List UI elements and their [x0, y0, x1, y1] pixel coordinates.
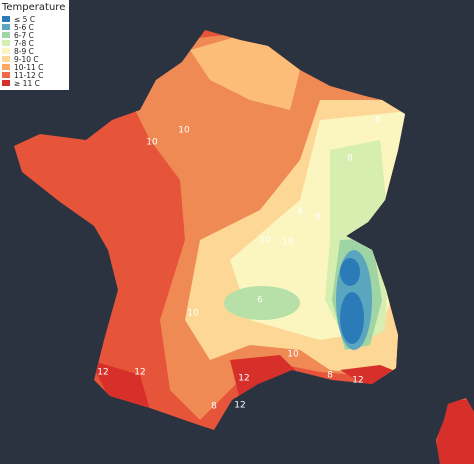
legend-swatch	[2, 48, 10, 54]
contour-label: 8	[347, 154, 353, 164]
contour-label: 10	[187, 309, 199, 319]
legend: Temperature ≤ 5 C 5-6 C 6-7 C 7-8 C 8-9 C 9-1…	[0, 0, 70, 90]
contour-label: 8	[297, 208, 303, 218]
legend-label: 6-7 C	[14, 30, 34, 40]
legend-item: 7-8 C	[2, 38, 65, 48]
legend-item: 6-7 C	[2, 30, 65, 40]
legend-swatch	[2, 32, 10, 38]
legend-label: 7-8 C	[14, 38, 34, 48]
legend-label: 10-11 C	[14, 62, 44, 72]
contour-label: 12	[238, 374, 249, 384]
contour-label: 10	[282, 238, 294, 248]
legend-swatch	[2, 56, 10, 62]
legend-title: Temperature	[2, 2, 66, 13]
legend-label: 5-6 C	[14, 22, 34, 32]
contour-label: 10	[178, 126, 190, 136]
legend-item: 9-10 C	[2, 54, 65, 64]
legend-swatch	[2, 80, 10, 86]
legend-swatch	[2, 16, 10, 22]
contour-label: 8	[327, 371, 333, 381]
contour-label: 12	[134, 368, 145, 378]
legend-swatch	[2, 24, 10, 30]
legend-label: ≤ 5 C	[14, 14, 36, 24]
legend-label: 9-10 C	[14, 54, 39, 64]
legend-swatch	[2, 72, 10, 78]
legend-item: ≥ 11 C	[2, 78, 65, 88]
legend-swatch	[2, 64, 10, 70]
legend-swatch	[2, 40, 10, 46]
legend-item: 8-9 C	[2, 46, 65, 56]
legend-item: 11-12 C	[2, 70, 65, 80]
legend-item: 5-6 C	[2, 22, 65, 32]
contour-label: 10	[259, 236, 271, 246]
contour-label: 8	[211, 402, 217, 412]
contour-label: 12	[234, 401, 245, 411]
legend-label: 11-12 C	[14, 70, 44, 80]
contour-label: 6	[257, 296, 263, 306]
contour-labels: 10 10 10 8 8 8 8 10 6 10 8 12 12 10 8 12 12 12	[97, 116, 381, 412]
legend-label: ≥ 11 C	[14, 78, 40, 88]
legend-item: 10-11 C	[2, 62, 65, 72]
contour-label: 12	[97, 368, 108, 378]
legend-label: 8-9 C	[14, 46, 34, 56]
contour-label: 10	[146, 138, 158, 148]
contour-label: 8	[375, 116, 381, 126]
contour-label: 8	[315, 213, 321, 223]
contour-label: 10	[287, 350, 299, 360]
legend-item: ≤ 5 C	[2, 14, 65, 24]
legend-items: ≤ 5 C 5-6 C 6-7 C 7-8 C 8-9 C 9-10 C 10-11 C 11…	[2, 14, 65, 88]
contour-label: 12	[352, 376, 363, 386]
